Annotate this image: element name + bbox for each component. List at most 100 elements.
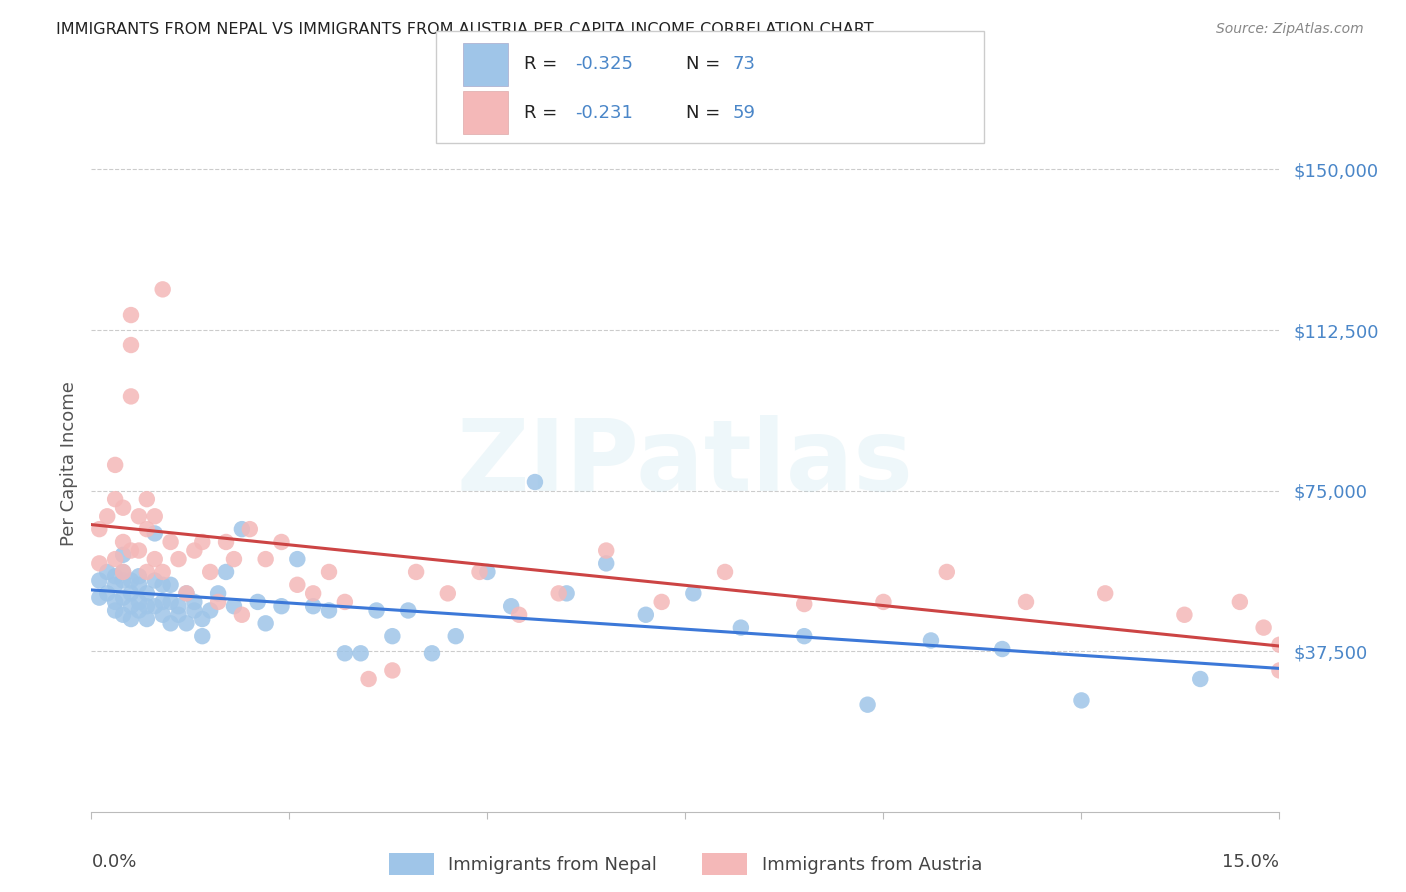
Point — [135, 612, 157, 626]
Point — [222, 599, 245, 614]
Point — [112, 607, 135, 622]
Point — [200, 565, 222, 579]
Legend: Immigrants from Nepal, Immigrants from Austria: Immigrants from Nepal, Immigrants from A… — [381, 847, 990, 883]
Point — [254, 616, 277, 631]
Point — [231, 607, 253, 622]
Text: -0.325: -0.325 — [575, 55, 633, 73]
Point — [128, 603, 150, 617]
Point — [333, 646, 356, 660]
Point — [477, 565, 499, 579]
Point — [112, 500, 135, 515]
Point — [104, 569, 127, 583]
Point — [207, 586, 229, 600]
Point — [128, 578, 150, 592]
Point — [302, 599, 325, 614]
Point — [159, 578, 181, 592]
Point — [120, 586, 142, 600]
Point — [143, 574, 166, 588]
Point — [215, 535, 238, 549]
Point — [920, 633, 942, 648]
Point — [112, 565, 135, 579]
Point — [167, 552, 190, 566]
Point — [191, 629, 214, 643]
Point — [254, 552, 277, 566]
Point — [152, 578, 174, 592]
Point — [176, 616, 198, 631]
Point — [152, 282, 174, 296]
Point — [1268, 638, 1291, 652]
Point — [112, 574, 135, 588]
Point — [89, 574, 111, 588]
Point — [793, 597, 815, 611]
Point — [152, 595, 174, 609]
Point — [104, 578, 127, 592]
Text: -0.231: -0.231 — [575, 103, 633, 121]
Point — [1173, 607, 1195, 622]
Point — [176, 586, 198, 600]
Point — [96, 565, 118, 579]
Point — [183, 603, 205, 617]
Point — [285, 552, 308, 566]
Point — [270, 599, 292, 614]
Point — [135, 565, 157, 579]
Point — [143, 599, 166, 614]
Point — [1189, 672, 1212, 686]
Point — [555, 586, 578, 600]
Point — [104, 552, 127, 566]
Point — [793, 629, 815, 643]
Point — [120, 308, 142, 322]
Point — [634, 607, 657, 622]
Point — [1229, 595, 1251, 609]
Point — [381, 664, 404, 678]
Point — [333, 595, 356, 609]
Point — [152, 607, 174, 622]
Point — [120, 612, 142, 626]
Point — [444, 629, 467, 643]
Text: IMMIGRANTS FROM NEPAL VS IMMIGRANTS FROM AUSTRIA PER CAPITA INCOME CORRELATION C: IMMIGRANTS FROM NEPAL VS IMMIGRANTS FROM… — [56, 22, 875, 37]
Point — [357, 672, 380, 686]
Point — [159, 595, 181, 609]
Text: 15.0%: 15.0% — [1222, 854, 1279, 871]
Point — [215, 565, 238, 579]
Point — [128, 509, 150, 524]
Point — [159, 616, 181, 631]
Point — [96, 509, 118, 524]
Point — [143, 526, 166, 541]
Text: N =: N = — [686, 55, 725, 73]
Text: R =: R = — [524, 55, 564, 73]
Point — [128, 543, 150, 558]
Point — [183, 543, 205, 558]
Point — [167, 599, 190, 614]
Point — [112, 591, 135, 605]
Text: 59: 59 — [733, 103, 755, 121]
Point — [595, 557, 617, 571]
Point — [104, 492, 127, 507]
Text: 0.0%: 0.0% — [91, 854, 136, 871]
Point — [523, 475, 546, 489]
Point — [120, 599, 142, 614]
Point — [112, 565, 135, 579]
Point — [396, 603, 419, 617]
Point — [270, 535, 292, 549]
Point — [104, 458, 127, 472]
Text: R =: R = — [524, 103, 564, 121]
Point — [1015, 595, 1038, 609]
Point — [350, 646, 373, 660]
Point — [468, 565, 491, 579]
Point — [285, 578, 308, 592]
Point — [651, 595, 673, 609]
Point — [89, 522, 111, 536]
Point — [856, 698, 879, 712]
Point — [366, 603, 388, 617]
Point — [135, 599, 157, 614]
Point — [183, 595, 205, 609]
Point — [1253, 621, 1275, 635]
Point — [143, 552, 166, 566]
Point — [682, 586, 704, 600]
Point — [714, 565, 737, 579]
Point — [222, 552, 245, 566]
Point — [239, 522, 262, 536]
Point — [1094, 586, 1116, 600]
Point — [143, 509, 166, 524]
Point — [246, 595, 269, 609]
